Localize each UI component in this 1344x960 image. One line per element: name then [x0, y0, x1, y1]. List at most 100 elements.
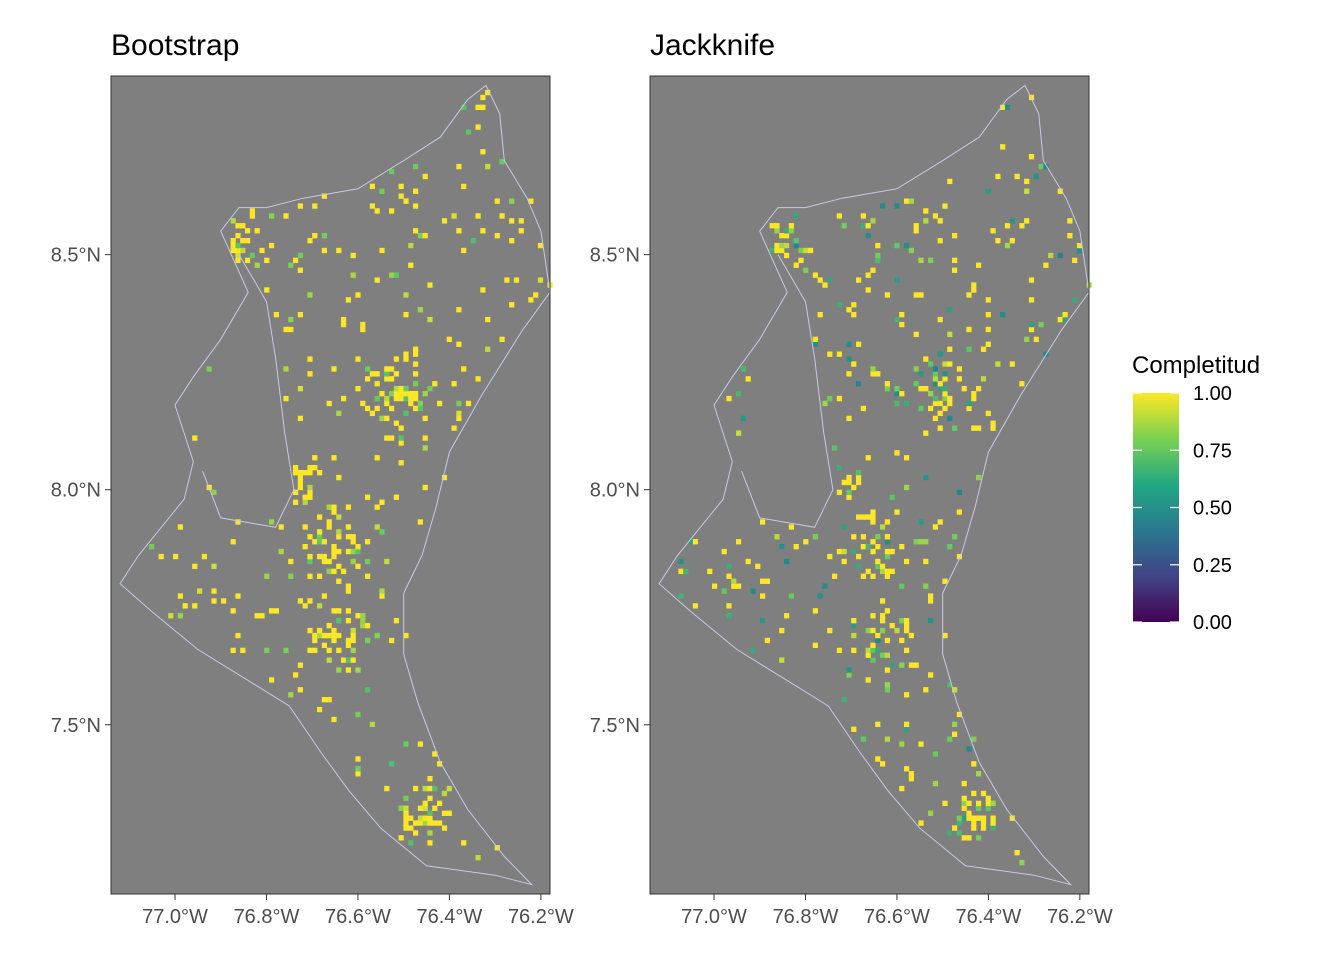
heatmap-cell — [985, 188, 991, 194]
heatmap-cell — [1004, 223, 1011, 229]
heatmap-cell — [446, 785, 452, 792]
heatmap-cell — [956, 376, 962, 382]
heatmap-cell — [985, 805, 991, 811]
heatmap-cell — [1014, 173, 1020, 180]
heatmap-cell — [884, 568, 890, 575]
heatmap-cell — [369, 203, 375, 209]
heatmap-cell — [904, 198, 910, 204]
heatmap-cell — [1038, 163, 1044, 170]
region-outline — [119, 84, 551, 886]
heatmap-cell — [779, 657, 785, 663]
heatmap-cell — [456, 410, 462, 417]
heatmap-cell — [254, 228, 260, 234]
heatmap-cell — [985, 312, 991, 318]
heatmap-cell — [788, 593, 794, 599]
heatmap-cell — [408, 840, 414, 846]
x-tick-label: 76.6°W — [325, 906, 391, 928]
heatmap-cell — [995, 238, 1001, 244]
heatmap-cell — [841, 548, 847, 555]
heatmap-cell — [913, 228, 919, 234]
heatmap-cell — [971, 391, 977, 397]
heatmap-cell — [369, 371, 375, 377]
heatmap-cell — [788, 223, 794, 229]
heatmap-cell — [331, 455, 337, 461]
heatmap-cell — [817, 593, 823, 599]
heatmap-cell — [836, 213, 842, 219]
heatmap-cell — [350, 539, 356, 545]
heatmap-cell — [942, 578, 948, 584]
heatmap-cell — [422, 173, 428, 180]
heatmap-cell — [817, 312, 823, 318]
heatmap-cell — [784, 613, 790, 619]
heatmap-cell — [297, 470, 303, 476]
heatmap-cell — [465, 400, 472, 407]
heatmap-cell — [432, 785, 438, 792]
heatmap-cell — [942, 376, 948, 382]
heatmap-cell — [245, 238, 251, 244]
heatmap-cell — [206, 366, 212, 372]
heatmap-cell — [331, 366, 337, 372]
heatmap-cell — [966, 326, 972, 333]
heatmap-cell — [870, 548, 876, 555]
heatmap-cell — [475, 213, 481, 219]
heatmap-cell — [860, 736, 866, 742]
heatmap-cell — [403, 386, 409, 392]
heatmap-cell — [384, 371, 390, 377]
heatmap-cell — [865, 568, 871, 575]
heatmap-cell — [875, 721, 881, 728]
heatmap-cell — [355, 356, 361, 362]
heatmap-cell — [480, 287, 486, 293]
heatmap-cell — [870, 218, 876, 224]
heatmap-cell — [297, 598, 303, 604]
heatmap-cell — [403, 198, 409, 204]
heatmap-cell — [937, 400, 943, 407]
heatmap-cell — [307, 371, 313, 377]
heatmap-cell — [451, 381, 457, 387]
heatmap-cell — [475, 124, 481, 130]
heatmap-cell — [422, 800, 428, 807]
heatmap-cell — [966, 810, 972, 816]
heatmap-cell — [509, 238, 515, 244]
heatmap-cell — [533, 292, 539, 298]
heatmap-cell — [389, 761, 395, 767]
heatmap-cell — [779, 247, 785, 254]
heatmap-cell — [350, 632, 356, 639]
heatmap-cell — [966, 800, 972, 807]
heatmap-cell — [836, 489, 842, 496]
heatmap-cell — [389, 391, 395, 397]
heatmap-cell — [750, 647, 756, 654]
heatmap-cell — [336, 474, 342, 481]
heatmap-cell — [297, 386, 303, 392]
heatmap-cell — [918, 405, 924, 412]
heatmap-cell — [312, 647, 318, 654]
heatmap-cell — [365, 623, 371, 629]
heatmap-cell — [240, 238, 246, 244]
heatmap-cell — [707, 568, 713, 575]
heatmap-cell — [331, 568, 337, 575]
heatmap-cell — [904, 558, 910, 565]
heatmap-cell — [932, 751, 938, 757]
heatmap-cell — [235, 519, 241, 525]
heatmap-cell — [990, 425, 996, 431]
heatmap-cell — [937, 351, 943, 357]
heatmap-cell — [331, 637, 337, 644]
heatmap-cell — [889, 494, 895, 500]
heatmap-cell — [307, 598, 313, 604]
heatmap-cell — [374, 455, 380, 461]
heatmap-cell — [427, 810, 433, 816]
heatmap-cell — [966, 405, 972, 412]
plot-border — [110, 75, 551, 895]
heatmap-cell — [297, 267, 303, 273]
heatmap-cell — [788, 524, 794, 530]
heatmap-cell — [485, 89, 491, 96]
heatmap-cell — [278, 524, 284, 530]
heatmap-cell — [331, 716, 337, 723]
heatmap-cell — [254, 613, 260, 619]
heatmap-cell — [1000, 144, 1006, 150]
heatmap-cell — [928, 618, 934, 624]
heatmap-cell — [336, 410, 342, 417]
heatmap-cell — [865, 233, 871, 239]
heatmap-cell — [345, 583, 351, 589]
heatmap-cell — [475, 104, 481, 111]
heatmap-cell — [360, 613, 366, 619]
